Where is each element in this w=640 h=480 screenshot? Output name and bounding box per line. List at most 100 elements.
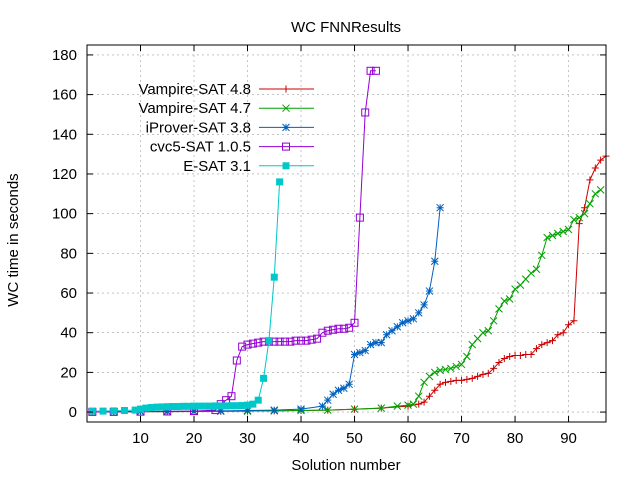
- x-axis-title: Solution number: [291, 457, 400, 474]
- data-point: [452, 362, 461, 371]
- data-point: [313, 334, 322, 343]
- x-tick-label: 30: [239, 430, 256, 447]
- data-point: [398, 318, 407, 327]
- data-point: [581, 204, 589, 212]
- data-point: [334, 324, 343, 333]
- data-point: [484, 369, 492, 377]
- data-point: [350, 405, 359, 413]
- data-point: [232, 356, 241, 365]
- data-point: [559, 329, 567, 337]
- y-axis-title: WC time in seconds: [5, 173, 22, 306]
- data-point: [457, 360, 466, 369]
- data-point: [282, 142, 290, 151]
- data-point: [345, 323, 354, 332]
- data-point: [179, 402, 187, 410]
- data-point: [543, 233, 551, 242]
- series-2: [88, 185, 605, 416]
- series-line: [92, 155, 607, 413]
- data-point: [425, 392, 433, 400]
- legend: Vampire-SAT 4.8 Vampire-SAT 4.7 iProver-SA…: [138, 81, 314, 175]
- data-point: [404, 402, 412, 410]
- series-3: [88, 203, 444, 416]
- data-point: [238, 402, 246, 410]
- data-point: [254, 338, 263, 347]
- data-point: [217, 402, 225, 410]
- data-point: [597, 156, 605, 164]
- data-point: [110, 407, 118, 415]
- data-point: [249, 400, 257, 408]
- x-tick-label: 60: [400, 430, 417, 447]
- data-point: [414, 392, 423, 401]
- data-point: [371, 66, 380, 75]
- data-point: [543, 339, 551, 347]
- x-tick-label: 50: [346, 430, 363, 447]
- data-point: [500, 355, 508, 363]
- data-point: [382, 330, 391, 339]
- data-point: [206, 402, 214, 410]
- data-point: [490, 364, 498, 372]
- data-point: [586, 176, 594, 184]
- chart-title: WC FNNResults: [291, 19, 401, 36]
- data-point: [463, 375, 471, 383]
- plot-frame: [86, 44, 607, 423]
- y-tick-label: 0: [69, 404, 77, 421]
- data-point: [254, 396, 262, 404]
- x-tick-label: 70: [453, 430, 470, 447]
- data-point: [537, 251, 546, 260]
- data-point: [88, 407, 96, 415]
- data-point: [260, 374, 268, 382]
- data-point: [282, 123, 290, 132]
- data-point: [361, 346, 370, 355]
- data-point: [334, 386, 343, 395]
- data-point: [586, 199, 594, 208]
- data-point: [356, 348, 364, 357]
- data-point: [474, 372, 482, 380]
- data-point: [286, 337, 295, 346]
- data-point: [596, 185, 605, 194]
- data-point: [275, 337, 284, 346]
- y-tick-label: 60: [60, 285, 77, 302]
- data-point: [468, 374, 476, 382]
- data-point: [120, 406, 128, 414]
- data-point: [565, 321, 573, 329]
- data-point: [409, 314, 418, 323]
- data-point: [345, 380, 354, 389]
- legend-label: Vampire-SAT 4.7: [138, 100, 251, 117]
- legend-label: iProver-SAT 3.8: [146, 119, 251, 136]
- data-point: [489, 316, 498, 325]
- series-line: [92, 189, 601, 413]
- legend-label: E-SAT 3.1: [183, 158, 251, 175]
- data-point: [243, 406, 252, 415]
- data-point: [137, 405, 145, 413]
- data-point: [270, 406, 279, 414]
- data-point: [436, 380, 444, 388]
- data-point: [548, 337, 556, 345]
- data-point: [441, 378, 449, 386]
- data-point: [147, 404, 155, 412]
- data-point: [580, 209, 589, 218]
- data-point: [361, 108, 370, 117]
- data-point: [591, 189, 600, 198]
- data-point: [339, 384, 348, 393]
- data-point: [163, 403, 171, 411]
- data-point: [377, 404, 386, 412]
- data-point: [554, 331, 562, 339]
- data-point: [366, 66, 375, 75]
- data-point: [169, 403, 177, 411]
- data-point: [174, 403, 182, 411]
- data-point: [415, 400, 423, 408]
- data-point: [329, 325, 338, 334]
- data-point: [527, 269, 535, 278]
- data-point: [446, 364, 455, 373]
- data-point: [291, 336, 300, 345]
- x-tick-label: 80: [507, 430, 524, 447]
- data-point: [559, 227, 568, 236]
- data-point: [329, 390, 337, 399]
- data-point: [190, 402, 198, 410]
- data-point: [297, 336, 306, 345]
- y-tick-label: 100: [52, 206, 77, 223]
- data-point: [372, 338, 380, 347]
- data-point: [458, 376, 466, 384]
- data-point: [297, 405, 305, 413]
